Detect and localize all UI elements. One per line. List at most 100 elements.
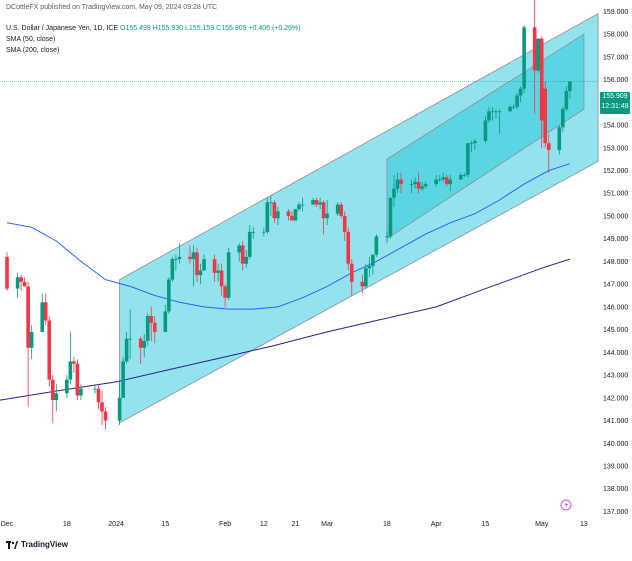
tradingview-logo[interactable]: TradingView xyxy=(6,540,68,549)
price-tick-label: 157.000 xyxy=(603,54,628,61)
candle xyxy=(202,254,206,271)
last-price-badge: 155.909 12:31:48 xyxy=(600,92,630,114)
candle-body xyxy=(265,202,270,232)
candle-body xyxy=(497,111,502,113)
candle-body xyxy=(462,175,467,176)
candle xyxy=(311,197,315,205)
price-tick-label: 152.000 xyxy=(603,168,628,175)
candle-body xyxy=(65,379,69,394)
candle xyxy=(367,256,372,278)
time-tick-label: 13 xyxy=(580,521,588,528)
candle xyxy=(483,115,488,144)
candle-body xyxy=(290,215,294,221)
candle xyxy=(385,231,389,244)
price-tick-label: 159.000 xyxy=(603,9,628,16)
candle-body xyxy=(145,315,150,341)
candle xyxy=(473,138,477,151)
candle-body xyxy=(262,231,266,233)
time-tick-label: 18 xyxy=(63,521,71,528)
candle-body xyxy=(117,397,122,421)
candle xyxy=(490,106,495,121)
candle xyxy=(195,247,199,282)
candle-body xyxy=(466,143,470,176)
channel-layer xyxy=(119,12,599,424)
candle-body xyxy=(342,215,347,232)
candle-body xyxy=(546,143,551,151)
candle-body xyxy=(349,263,354,282)
candle xyxy=(240,240,245,271)
candle-body xyxy=(409,184,414,185)
candle-body xyxy=(19,277,23,282)
candle xyxy=(145,313,150,346)
price-tick-label: 140.000 xyxy=(603,441,628,448)
candle-body xyxy=(522,27,526,89)
candle xyxy=(423,181,428,189)
candle-body xyxy=(346,231,351,264)
time-tick-label: 21 xyxy=(292,521,300,528)
candle-body xyxy=(54,393,59,401)
candle-body xyxy=(536,38,540,71)
candle xyxy=(409,179,414,194)
candle xyxy=(128,309,132,360)
sma50-line xyxy=(6,163,571,310)
candle xyxy=(54,384,59,412)
replay-icon-ring xyxy=(560,499,572,511)
candle xyxy=(50,375,55,423)
candle xyxy=(469,140,474,153)
candle-body xyxy=(219,270,224,287)
candle xyxy=(515,93,519,110)
candle-body xyxy=(75,363,80,396)
candle-body xyxy=(244,256,249,264)
candle xyxy=(177,243,182,264)
candle-body xyxy=(121,361,125,398)
candle xyxy=(522,25,526,94)
candle-body xyxy=(434,179,438,185)
candle xyxy=(293,209,298,221)
candle xyxy=(43,293,48,326)
price-tick-label: 151.000 xyxy=(603,191,628,198)
candle xyxy=(163,304,168,332)
candle xyxy=(557,125,562,155)
candle xyxy=(342,211,347,241)
candle xyxy=(399,172,403,194)
candle-body xyxy=(420,186,424,189)
candle-body xyxy=(374,236,379,255)
candle-body xyxy=(198,270,203,276)
price-tick-label: 158.000 xyxy=(603,32,628,39)
candle-body xyxy=(318,202,322,205)
candle xyxy=(191,245,196,287)
candle xyxy=(364,263,368,289)
candle-body xyxy=(392,188,396,198)
candle xyxy=(459,172,463,180)
published-line: DCottleFX published on TradingView.com, … xyxy=(6,4,218,11)
candle-body xyxy=(543,88,548,144)
candle-body xyxy=(325,213,329,219)
candle xyxy=(269,195,273,216)
sma-layer xyxy=(0,163,571,401)
candle xyxy=(466,143,470,178)
candle-body xyxy=(191,252,196,260)
candle-body xyxy=(103,411,108,421)
candle xyxy=(75,359,80,401)
candle-body xyxy=(237,245,241,253)
candle xyxy=(100,390,104,426)
candle xyxy=(462,172,467,178)
candle xyxy=(508,104,512,112)
candle-body xyxy=(339,204,344,216)
last-price-value: 155.909 xyxy=(602,93,628,100)
candle xyxy=(247,225,252,260)
candle-body xyxy=(483,120,488,141)
candle-body xyxy=(459,175,463,180)
candle-body xyxy=(518,88,523,96)
time-tick-label: May xyxy=(535,521,549,528)
candle xyxy=(79,384,83,401)
tradingview-logo-text: TradingView xyxy=(21,540,68,549)
price-tick-label: 142.000 xyxy=(603,395,628,402)
candle xyxy=(47,315,52,387)
candle-body xyxy=(223,286,227,298)
candle-body xyxy=(72,361,76,364)
candle xyxy=(536,38,540,73)
candle-body xyxy=(152,322,157,332)
